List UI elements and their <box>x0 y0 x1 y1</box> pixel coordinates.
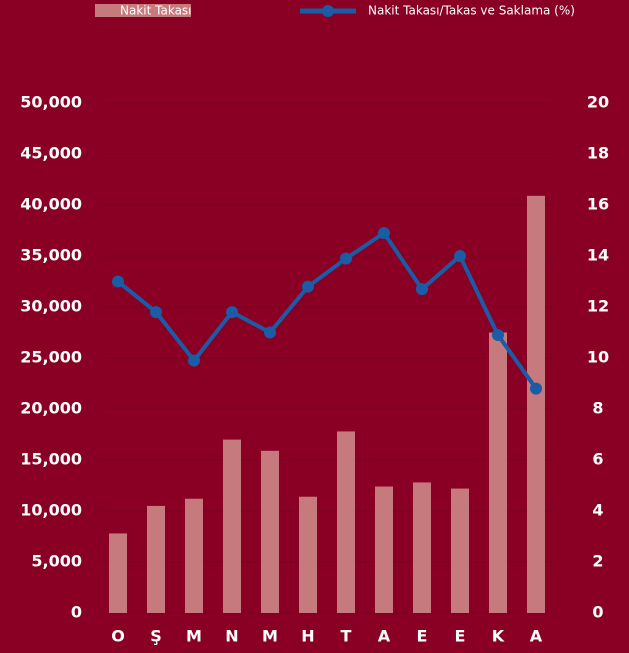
x-tick-label: A <box>530 627 543 646</box>
y2-tick-label: 2 <box>592 552 603 571</box>
bar <box>147 505 165 613</box>
y-tick-label: 35,000 <box>20 246 82 265</box>
line-marker <box>378 227 390 240</box>
line-marker <box>264 326 276 339</box>
x-tick-label: O <box>111 627 125 646</box>
x-tick-label: M <box>186 627 202 646</box>
bar <box>451 488 469 613</box>
y-tick-label: 45,000 <box>20 144 82 163</box>
line-marker <box>340 252 352 265</box>
y-tick-label: 10,000 <box>20 501 82 520</box>
bar <box>527 195 545 613</box>
x-tick-label: A <box>378 627 391 646</box>
y-tick-label: 50,000 <box>20 93 82 112</box>
y-tick-label: 40,000 <box>20 195 82 214</box>
y2-tick-label: 16 <box>587 195 609 214</box>
line-marker <box>150 306 162 319</box>
x-tick-label: M <box>262 627 278 646</box>
bar <box>109 533 127 613</box>
bar <box>299 496 317 613</box>
line-marker <box>492 329 504 342</box>
line-marker <box>302 280 314 293</box>
y2-tick-label: 20 <box>587 93 609 112</box>
bar <box>489 332 507 613</box>
y2-tick-label: 6 <box>592 450 603 469</box>
line-marker <box>226 306 238 319</box>
y2-tick-label: 14 <box>587 246 609 265</box>
y2-tick-label: 10 <box>587 348 609 367</box>
line-marker <box>112 275 124 288</box>
x-tick-label: T <box>341 627 352 646</box>
bar <box>413 482 431 613</box>
y2-tick-label: 12 <box>587 297 609 316</box>
bar <box>375 486 393 613</box>
bar <box>185 498 203 613</box>
y-tick-label: 0 <box>71 603 82 622</box>
legend-label: Nakit Takası/Takas ve Saklama (%) <box>368 4 575 18</box>
line-marker <box>188 354 200 367</box>
line-marker <box>530 382 542 395</box>
x-tick-label: H <box>301 627 314 646</box>
legend-swatch-marker <box>322 5 334 17</box>
y-tick-label: 5,000 <box>31 552 82 571</box>
y-tick-label: 20,000 <box>20 399 82 418</box>
bar <box>337 431 355 613</box>
line-marker <box>416 283 428 296</box>
legend-swatch <box>95 4 191 17</box>
x-tick-label: E <box>417 627 428 646</box>
y-tick-label: 15,000 <box>20 450 82 469</box>
y2-tick-label: 8 <box>592 399 603 418</box>
bar <box>223 439 241 613</box>
y-tick-label: 30,000 <box>20 297 82 316</box>
line-marker <box>454 250 466 262</box>
y2-tick-label: 0 <box>592 603 603 622</box>
bar <box>261 450 279 613</box>
legend-label: Nakit Takası <box>120 4 192 18</box>
line <box>116 230 538 390</box>
y2-tick-label: 18 <box>587 144 609 163</box>
x-tick-label: K <box>492 627 505 646</box>
x-tick-label: Ş <box>150 627 162 646</box>
x-tick-label: E <box>455 627 466 646</box>
y2-tick-label: 4 <box>592 501 603 520</box>
y-tick-label: 25,000 <box>20 348 82 367</box>
x-tick-label: N <box>225 627 238 646</box>
